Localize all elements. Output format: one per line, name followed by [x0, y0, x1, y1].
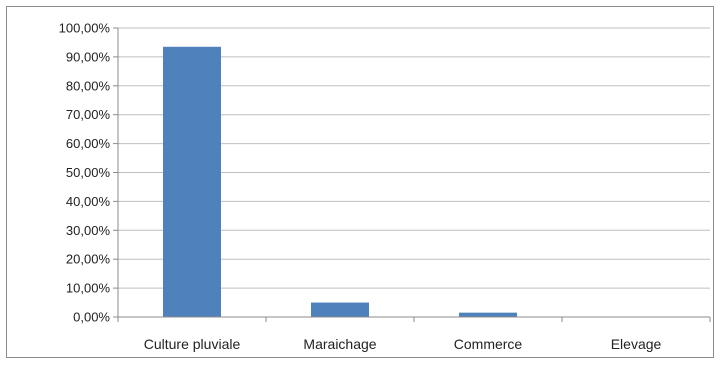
bar-commerce [459, 312, 517, 317]
y-axis-tick-labels: 0,00% 10,00% 20,00% 30,00% 40,00% 50,00% 60,00… [59, 21, 111, 325]
bar-culture-pluviale [163, 46, 221, 317]
x-axis-category-labels: Culture pluviale Maraichage Commerce Elevag… [144, 336, 662, 352]
y-tick-label: 60,00% [66, 136, 111, 151]
y-tick-label: 90,00% [66, 49, 111, 64]
x-category-label: Culture pluviale [144, 336, 241, 352]
y-tick-label: 30,00% [66, 223, 111, 238]
y-tick-label: 20,00% [66, 252, 111, 267]
x-category-label: Elevage [611, 336, 662, 352]
y-tick-label: 70,00% [66, 107, 111, 122]
y-tick-label: 0,00% [73, 310, 110, 325]
x-category-label: Commerce [454, 336, 523, 352]
x-category-label: Maraichage [303, 336, 376, 352]
bars [163, 46, 517, 317]
y-tick-label: 40,00% [66, 194, 111, 209]
chart-frame [6, 6, 714, 358]
y-tick-label: 100,00% [59, 21, 111, 36]
axes [113, 27, 711, 322]
y-tick-label: 50,00% [66, 165, 111, 180]
y-tick-label: 80,00% [66, 78, 111, 93]
y-tick-label: 10,00% [66, 281, 111, 296]
bar-maraichage [311, 302, 369, 317]
